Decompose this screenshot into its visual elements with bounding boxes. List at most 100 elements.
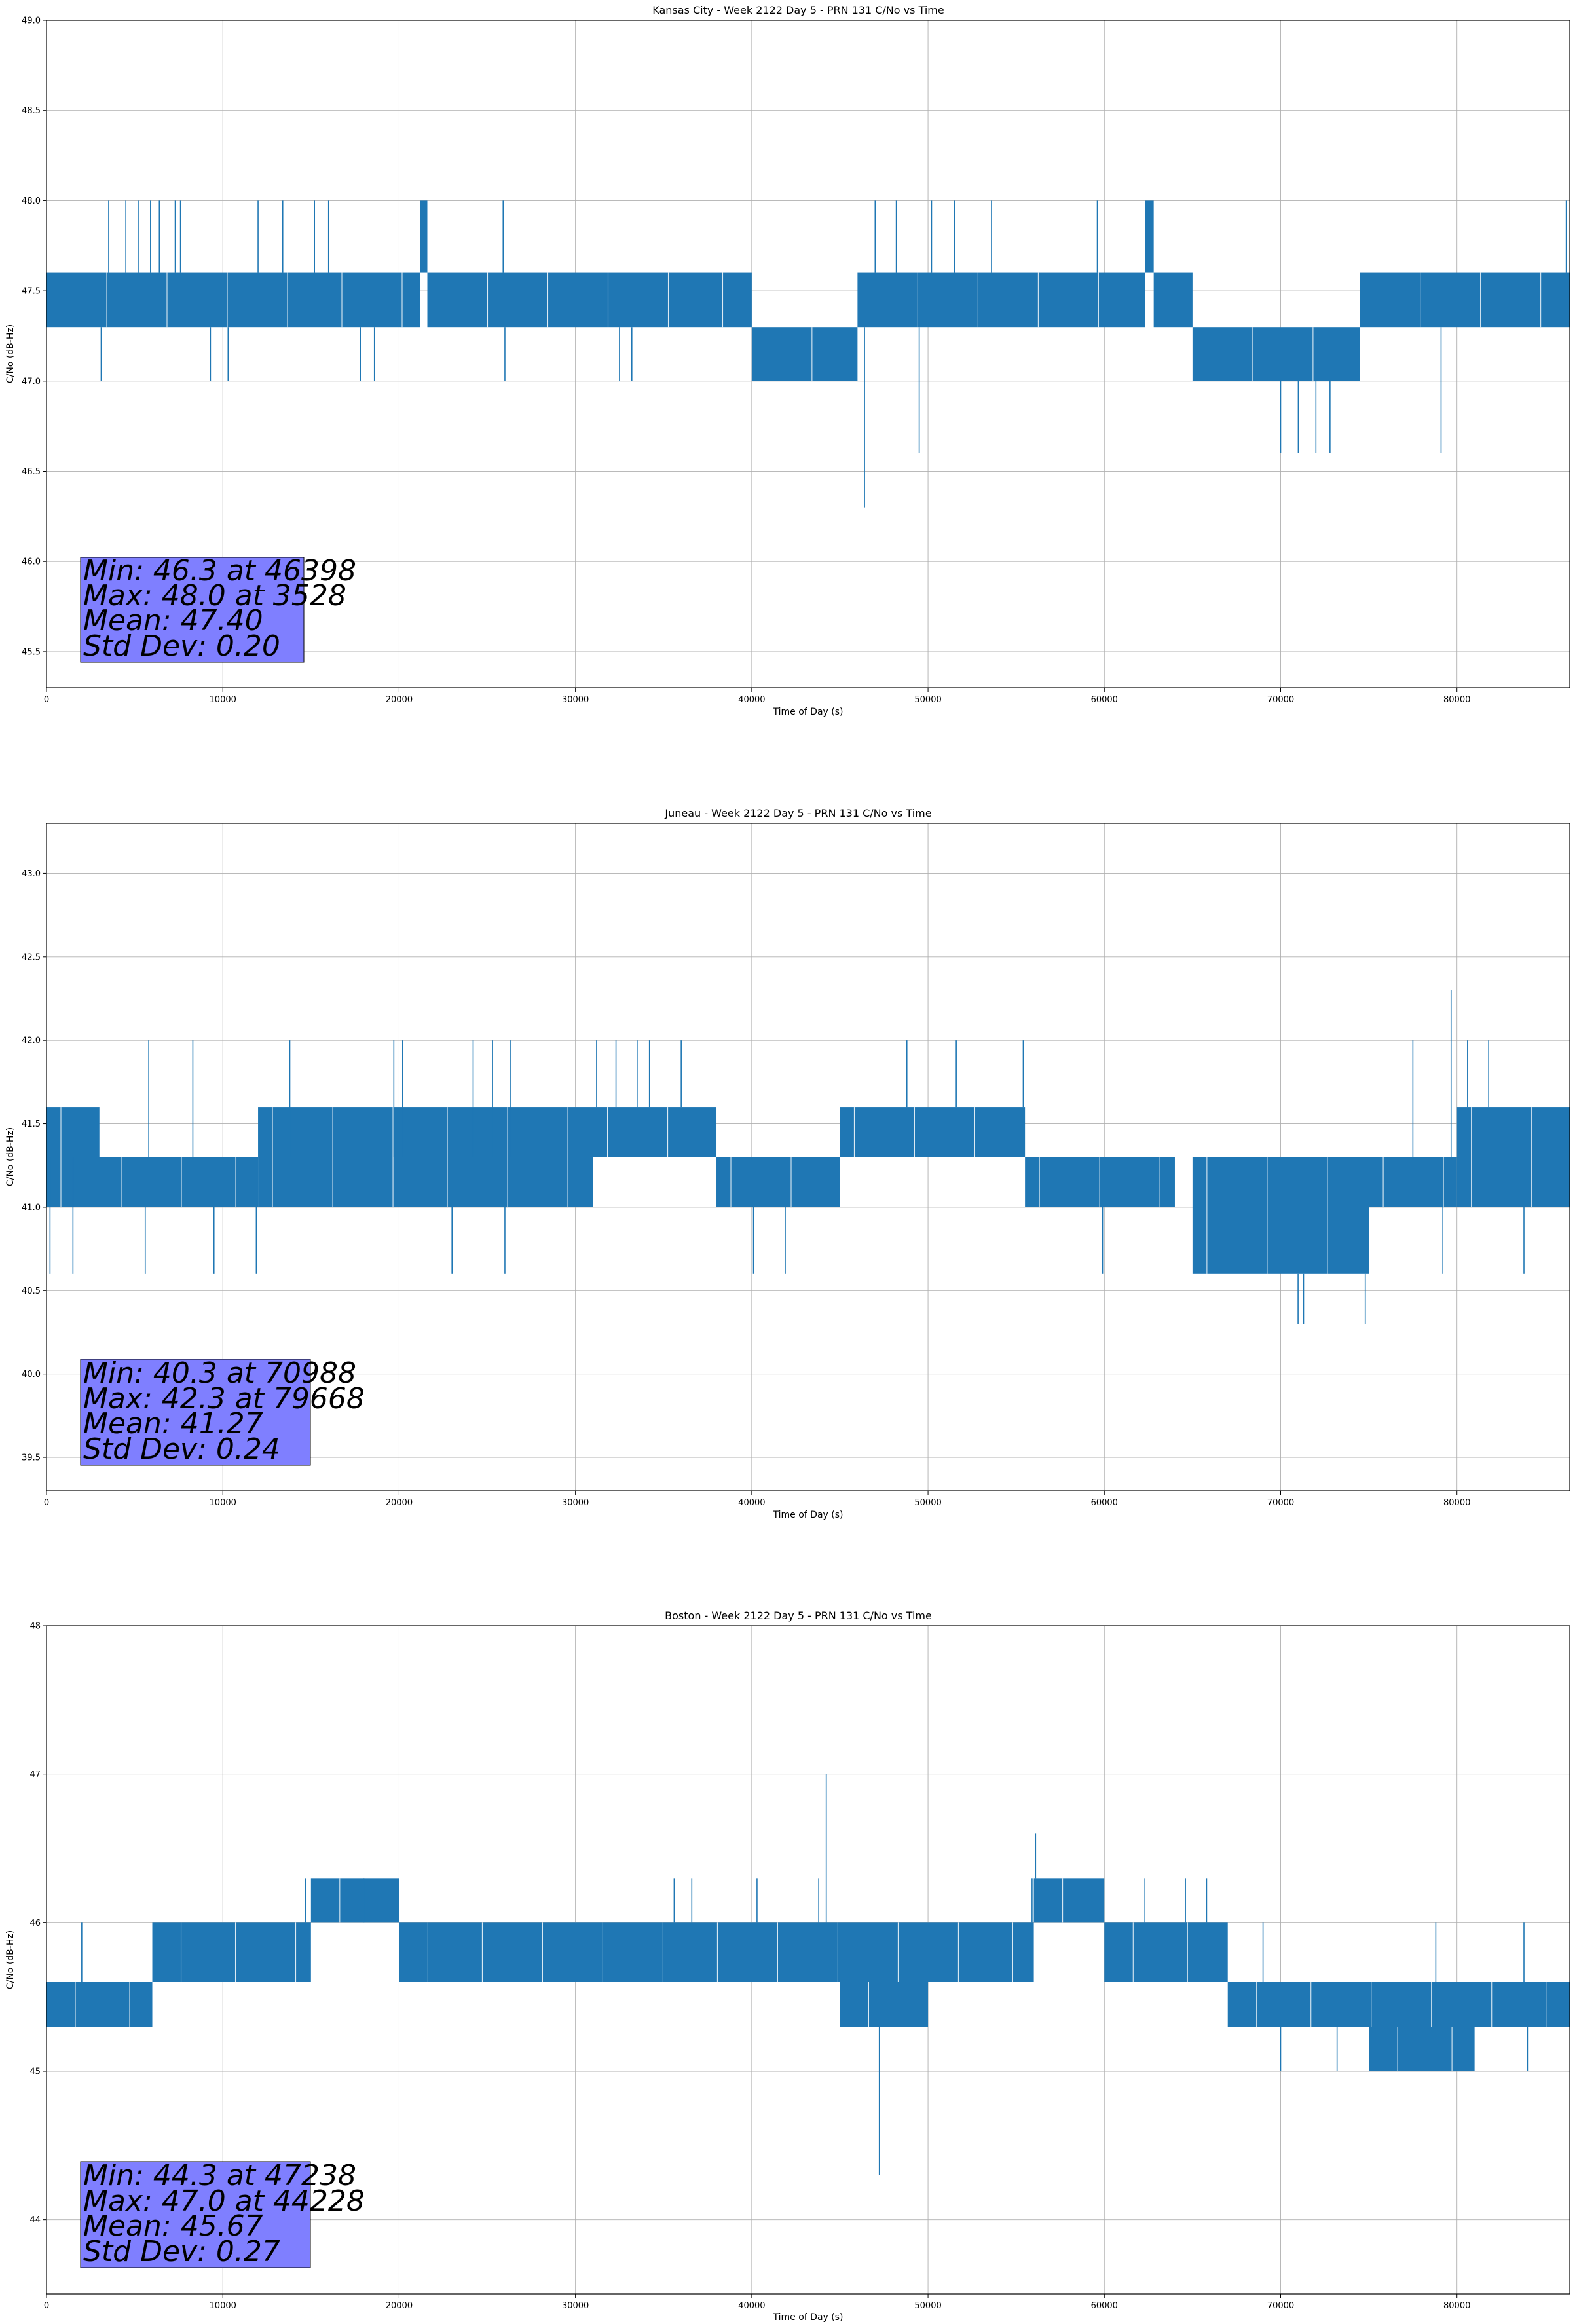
stat-std-dev: Std Dev: 0.27 [83, 2235, 280, 2268]
stat-max: Max: 48.0 at 3528 [83, 579, 346, 612]
x-tick-label: 30000 [562, 2301, 589, 2311]
x-tick-label: 10000 [210, 1498, 236, 1508]
y-tick-label: 40.5 [22, 1286, 41, 1296]
y-tick-label: 46 [29, 1919, 41, 1928]
series-band [1227, 1982, 1570, 2027]
y-axis-ticks: 39.5 40.0 40.5 41.0 41.5 42.0 42.5 43.0 [22, 869, 46, 1463]
x-tick-label: 20000 [386, 2301, 413, 2311]
chart-title: Boston - Week 2122 Day 5 - PRN 131 C/No … [665, 1609, 932, 1622]
series-band [840, 1982, 929, 2027]
series-band [46, 1107, 100, 1157]
y-tick-label: 45 [29, 2067, 41, 2077]
series-band [1104, 1922, 1228, 1982]
x-tick-label: 50000 [914, 2301, 941, 2311]
y-tick-label: 41.5 [22, 1119, 41, 1129]
x-tick-label: 0 [44, 695, 49, 705]
x-tick-label: 20000 [386, 1498, 413, 1508]
series-band [46, 1157, 259, 1207]
x-tick-label: 10000 [210, 2301, 236, 2311]
data-series [46, 990, 1570, 1324]
x-tick-label: 40000 [738, 2301, 765, 2311]
x-tick-label: 80000 [1443, 1498, 1470, 1508]
plot-frame [46, 1625, 1570, 2295]
data-series [46, 200, 1570, 508]
stat-min: Min: 46.3 at 46398 [83, 554, 356, 588]
y-tick-label: 44 [29, 2215, 41, 2225]
y-tick-label: 42.0 [22, 1036, 41, 1046]
series-band [1153, 272, 1193, 328]
stat-std-dev: Std Dev: 0.24 [83, 1433, 280, 1466]
x-tick-label: 70000 [1267, 2301, 1294, 2311]
y-tick-label: 42.5 [22, 952, 41, 962]
stats-box-background [80, 557, 305, 663]
data-series [46, 1774, 1570, 2175]
x-tick-label: 30000 [562, 1498, 589, 1508]
x-tick-label: 0 [44, 2301, 49, 2311]
y-tick-label: 45.5 [22, 647, 41, 657]
x-tick-label: 70000 [1267, 1498, 1294, 1508]
series-band [593, 1107, 717, 1157]
series-band [46, 272, 420, 328]
series-band [1192, 327, 1360, 381]
x-tick-label: 20000 [386, 695, 413, 705]
stat-mean: Mean: 45.67 [83, 2209, 263, 2243]
y-tick-label: 41.0 [22, 1203, 41, 1212]
y-tick-label: 46.0 [22, 557, 41, 567]
series-band [857, 272, 1145, 328]
series-band [1145, 200, 1154, 273]
series-band [1456, 1107, 1570, 1207]
stats-box-background [80, 2161, 311, 2268]
stat-max: Max: 42.3 at 79668 [83, 1382, 365, 1415]
y-axis-label: C/No (dB-Hz) [5, 1930, 16, 1989]
series-band [751, 327, 858, 381]
stats-box: Min: 46.3 at 46398 Max: 48.0 at 3528 Mea… [80, 554, 356, 663]
y-tick-label: 46.5 [22, 467, 41, 477]
chart-title: Juneau - Week 2122 Day 5 - PRN 131 C/No … [664, 807, 931, 819]
panel-boston: Boston - Week 2122 Day 5 - PRN 131 C/No … [5, 1609, 1570, 2323]
chart-title: Kansas City - Week 2122 Day 5 - PRN 131 … [652, 4, 944, 16]
stat-mean: Mean: 47.40 [83, 604, 263, 637]
y-tick-label: 48.0 [22, 197, 41, 206]
y-axis-label: C/No (dB-Hz) [5, 1127, 16, 1186]
series-band [1360, 272, 1570, 328]
y-axis-label: C/No (dB-Hz) [5, 324, 16, 383]
x-tick-label: 30000 [562, 695, 589, 705]
series-band [1033, 1878, 1105, 1923]
y-tick-label: 48.5 [22, 106, 41, 116]
y-axis-ticks: 44 45 46 47 48 [29, 1622, 46, 2225]
stat-min: Min: 40.3 at 70988 [83, 1357, 356, 1390]
x-tick-label: 50000 [914, 695, 941, 705]
y-tick-label: 40.0 [22, 1370, 41, 1379]
x-axis-ticks: 0 10000 20000 30000 40000 50000 60000 70000 8000… [44, 688, 1470, 705]
stat-std-dev: Std Dev: 0.20 [83, 629, 280, 663]
stat-min: Min: 44.3 at 47238 [83, 2159, 356, 2192]
series-band [310, 1878, 399, 1923]
x-axis-label: Time of Day (s) [773, 707, 844, 717]
y-tick-label: 47 [29, 1770, 41, 1780]
x-tick-label: 80000 [1443, 2301, 1470, 2311]
series-band [152, 1922, 311, 1982]
x-tick-label: 40000 [738, 695, 765, 705]
series-band [840, 1107, 1026, 1157]
series-band [1192, 1157, 1369, 1274]
panel-kansas-city: Kansas City - Week 2122 Day 5 - PRN 131 … [5, 4, 1570, 717]
x-tick-label: 50000 [914, 1498, 941, 1508]
x-tick-label: 10000 [210, 695, 236, 705]
y-tick-label: 48 [29, 1622, 41, 1632]
plot-frame [46, 823, 1570, 1491]
stats-box: Min: 44.3 at 47238 Max: 47.0 at 44228 Me… [80, 2159, 365, 2268]
x-axis-label: Time of Day (s) [773, 2312, 844, 2323]
x-tick-label: 80000 [1443, 695, 1470, 705]
series-band [46, 1982, 153, 2027]
series-band [1369, 2027, 1475, 2071]
x-axis-ticks: 0 10000 20000 30000 40000 50000 60000 70000 8000… [44, 2294, 1470, 2311]
y-axis-ticks: 45.5 46.0 46.5 47.0 47.5 48.0 48.5 49.0 [22, 16, 46, 657]
y-tick-label: 39.5 [22, 1453, 41, 1463]
panel-juneau: Juneau - Week 2122 Day 5 - PRN 131 C/No … [5, 807, 1570, 1520]
stats-box-background [80, 1359, 311, 1466]
y-tick-label: 43.0 [22, 869, 41, 879]
y-tick-label: 47.0 [22, 377, 41, 386]
stat-mean: Mean: 41.27 [83, 1407, 263, 1440]
plot-frame [46, 20, 1570, 688]
